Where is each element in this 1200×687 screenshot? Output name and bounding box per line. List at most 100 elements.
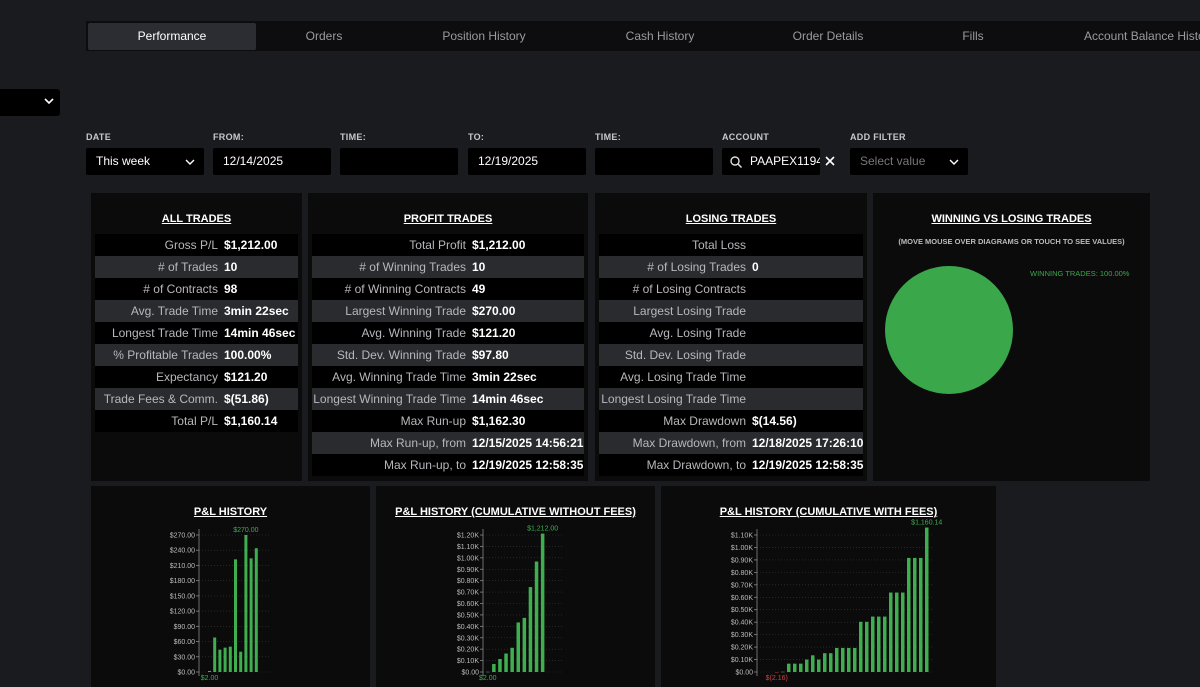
- y-tick-label: $0.20K: [731, 645, 754, 652]
- stat-label: Largest Losing Trade: [633, 304, 746, 318]
- stat-label: Total Loss: [691, 238, 746, 252]
- stat-label: Max Run-up, from: [369, 436, 466, 450]
- stat-label: Gross P/L: [164, 238, 218, 252]
- panel-subtitle: (MOVE MOUSE OVER DIAGRAMS OR TOUCH TO SE…: [898, 237, 1125, 246]
- label-cell: Std. Dev. Winning Trade: [312, 344, 466, 366]
- stat-value: 100.00%: [224, 348, 272, 362]
- value-label: $1,212.00: [527, 526, 558, 533]
- stat-row: Max Run-up, from 12/15/2025 14:56:21: [312, 432, 584, 454]
- stat-label: Longest Winning Trade Time: [313, 392, 466, 406]
- tab[interactable]: Position History: [442, 29, 526, 43]
- stat-label: Std. Dev. Winning Trade: [336, 348, 466, 362]
- bar: [228, 646, 232, 672]
- bar: [244, 535, 248, 672]
- input-value: 12/14/2025: [223, 154, 284, 168]
- stat-row: Max Drawdown, to 12/19/2025 12:58:35: [599, 454, 863, 476]
- filter-label: TO:: [468, 132, 485, 142]
- bar: [498, 658, 502, 672]
- input-value: PAAPEX1194: [750, 154, 820, 168]
- stat-row: Avg. Winning Trade Time 3min 22sec: [312, 366, 584, 388]
- tab[interactable]: Fills: [962, 29, 984, 43]
- label-cell: Longest Winning Trade Time: [312, 388, 466, 410]
- stat-panel: PROFIT TRADES Total Profit $1,212.00 # of W…: [308, 193, 588, 481]
- bar: [522, 617, 527, 672]
- date-select[interactable]: This week: [86, 148, 204, 175]
- y-tick-label: $1.20K: [457, 533, 480, 540]
- bar: [540, 533, 545, 672]
- stat-label: Max Run-up: [400, 414, 466, 428]
- stat-row: # of Contracts 98: [95, 278, 298, 300]
- bar: [787, 663, 791, 672]
- stat-value: $121.20: [224, 370, 268, 384]
- y-tick-label: $0.60K: [457, 601, 480, 608]
- stat-label: # of Winning Trades: [359, 260, 466, 274]
- bar: [799, 663, 803, 672]
- time-input[interactable]: [595, 148, 713, 175]
- stat-row: Total Loss: [599, 234, 863, 256]
- stat-label: # of Losing Contracts: [632, 282, 746, 296]
- tab[interactable]: Account Balance History: [1084, 29, 1200, 43]
- y-tick-label: $0.50K: [457, 612, 480, 619]
- label-cell: Max Drawdown: [599, 410, 746, 432]
- y-tick-label: $120.00: [170, 609, 195, 616]
- bar: [895, 592, 899, 672]
- chart-panel: P&L HISTORY (CUMULATIVE WITH FEES) $0.00 $…: [661, 486, 996, 687]
- stat-label: # of Trades: [157, 260, 218, 274]
- time-input[interactable]: [340, 148, 458, 175]
- y-tick-label: $1.10K: [457, 544, 480, 551]
- tab[interactable]: Orders: [305, 29, 343, 43]
- bar: [853, 647, 857, 672]
- stat-label: Max Run-up, to: [383, 458, 466, 472]
- stat-label: # of Contracts: [143, 282, 218, 296]
- stat-row: Largest Winning Trade $270.00: [312, 300, 584, 322]
- stat-row: # of Winning Trades 10: [312, 256, 584, 278]
- search-icon: [730, 156, 743, 169]
- bar: [823, 653, 827, 672]
- stat-row: # of Winning Contracts 49: [312, 278, 584, 300]
- y-tick-label: $180.00: [170, 578, 195, 585]
- stat-label: Avg. Losing Trade: [649, 326, 746, 340]
- stat-row: # of Losing Contracts: [599, 278, 863, 300]
- bar: [223, 647, 227, 672]
- bar: [817, 659, 821, 672]
- pie-panel: WINNING VS LOSING TRADES (MOVE MOUSE OVE…: [873, 193, 1150, 481]
- stat-label: % Profitable Trades: [113, 348, 218, 362]
- stat-value: $97.80: [472, 348, 509, 362]
- bar: [841, 647, 845, 672]
- bar: [239, 651, 243, 672]
- y-tick-label: $60.00: [174, 639, 196, 646]
- filter-select[interactable]: Select value: [850, 148, 968, 175]
- stat-label: Avg. Winning Trade Time: [332, 370, 466, 384]
- stat-label: Longest Trade Time: [111, 326, 218, 340]
- dropdown[interactable]: [0, 89, 60, 116]
- stat-value: 3min 22sec: [472, 370, 537, 384]
- stat-row: Avg. Winning Trade $121.20: [312, 322, 584, 344]
- date-input[interactable]: 12/14/2025: [213, 148, 331, 175]
- tab[interactable]: Cash History: [625, 29, 695, 43]
- bar: [913, 557, 917, 672]
- stat-label: Std. Dev. Losing Trade: [624, 348, 746, 362]
- y-tick-label: $1.00K: [731, 545, 754, 552]
- tab[interactable]: Performance: [137, 29, 207, 43]
- label-cell: Largest Losing Trade: [599, 300, 746, 322]
- stat-label: # of Winning Contracts: [344, 282, 466, 296]
- panel-title: ALL TRADES: [161, 213, 232, 225]
- stat-row: Longest Trade Time 14min 46sec: [95, 322, 298, 344]
- y-tick-label: $150.00: [170, 593, 195, 600]
- label-cell: Max Run-up, from: [312, 432, 466, 454]
- label-cell: Avg. Winning Trade Time: [312, 366, 466, 388]
- tab[interactable]: Order Details: [792, 29, 864, 43]
- y-tick-label: $0.80K: [457, 578, 480, 585]
- label-cell: # of Winning Contracts: [312, 278, 466, 300]
- stat-row: Max Drawdown $(14.56): [599, 410, 863, 432]
- value-label: $2.00: [479, 675, 497, 682]
- stat-label: Total Profit: [409, 238, 466, 252]
- y-tick-label: $0.90K: [457, 567, 480, 574]
- clear-button[interactable]: [824, 155, 836, 167]
- date-input[interactable]: 12/19/2025: [468, 148, 586, 175]
- label-cell: Total Profit: [312, 234, 466, 256]
- bar: [516, 622, 520, 672]
- stat-label: Trade Fees & Comm.: [103, 392, 218, 406]
- account-input[interactable]: PAAPEX1194: [722, 148, 820, 175]
